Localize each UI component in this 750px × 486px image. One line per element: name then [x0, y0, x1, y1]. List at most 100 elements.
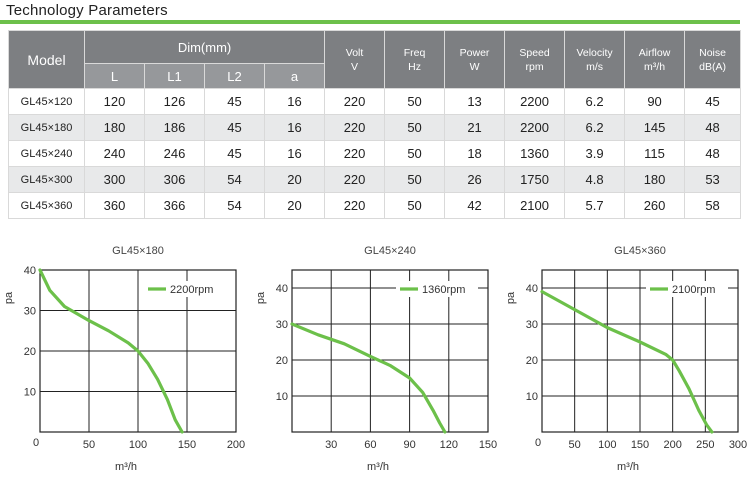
legend-label: 1360rpm	[422, 284, 465, 296]
heading-underline	[0, 20, 740, 24]
chart-gl45-360: GL45×360 50 100 150 200 250 300 0 10 20 30 40 m³/h pa…	[502, 236, 750, 476]
row-value: 3.9	[564, 140, 626, 167]
x-tick-label: 300	[729, 439, 747, 451]
chart-title: GL45×240	[364, 245, 416, 257]
header-airflow: Airflow m³/h	[624, 30, 686, 89]
legend-bg	[646, 281, 728, 297]
plot-frame	[291, 269, 489, 433]
y-tick-label: 20	[276, 355, 288, 367]
row-model: GL45×180	[8, 114, 85, 141]
x-tick-label: 150	[631, 439, 649, 451]
row-value: 2200	[504, 114, 566, 141]
table-row: GL45×180 180 186 45 16 220 50 21 2200 6.2 145 48	[8, 114, 742, 141]
row-value: 20	[263, 192, 326, 219]
y-tick-label: 10	[276, 391, 288, 403]
row-value: 180	[624, 166, 686, 193]
row-value: 50	[384, 114, 446, 141]
row-model: GL45×240	[8, 140, 85, 167]
row-value: 4.8	[564, 166, 626, 193]
chart-svg: GL45×360 50 100 150 200 250 300 0 10 20 30 40 m³/h pa…	[505, 245, 747, 473]
header-dim: Dim(mm)	[83, 30, 326, 64]
row-value: 360	[84, 192, 145, 219]
row-value: 54	[204, 192, 265, 219]
row-value: 48	[684, 140, 742, 167]
row-model: GL45×300	[8, 166, 85, 193]
table-body: GL45×120 120 126 45 16 220 50 13 2200 6.2 90 45 GL45…	[8, 88, 742, 219]
row-value: 220	[324, 192, 386, 219]
y-tick-label: 10	[24, 387, 36, 399]
x-axis-label: m³/h	[115, 461, 137, 473]
row-value: 120	[84, 88, 145, 115]
y-tick-label: 40	[24, 265, 36, 277]
x-tick-label: 50	[569, 439, 581, 451]
row-model: GL45×360	[8, 192, 85, 219]
legend-bg	[396, 281, 478, 297]
legend-label: 2100rpm	[672, 284, 715, 296]
row-value: 45	[684, 88, 742, 115]
x-tick-label: 100	[129, 439, 147, 451]
header-freq: Freq Hz	[384, 30, 446, 89]
row-value: 16	[263, 140, 326, 167]
x-tick-label: 250	[696, 439, 714, 451]
y-tick-label: 40	[276, 283, 288, 295]
parameters-table: Model Dim(mm) Volt V Freq Hz Power W Speed r…	[8, 30, 742, 219]
x-tick-label: 150	[479, 439, 497, 451]
y-tick-label: 30	[526, 319, 538, 331]
header-dim-l1: L1	[144, 63, 205, 89]
chart-gl45-240: GL45×240 30 60 90 120 150 10 20 30 40 m³/h pa 1360rp…	[252, 236, 500, 476]
row-value: 50	[384, 192, 446, 219]
row-value: 145	[624, 114, 686, 141]
x-origin-label: 0	[535, 437, 541, 449]
x-axis-label: m³/h	[617, 461, 639, 473]
row-value: 220	[324, 166, 386, 193]
y-tick-label: 30	[276, 319, 288, 331]
chart-svg: GL45×180 50 100 150 200 0 10 20 30 40 m³/h pa 2200rp…	[3, 245, 245, 473]
row-value: 306	[144, 166, 205, 193]
row-value: 58	[684, 192, 742, 219]
y-tick-label: 40	[526, 283, 538, 295]
row-value: 2200	[504, 88, 566, 115]
chart-gl45-180: GL45×180 50 100 150 200 0 10 20 30 40 m³/h pa 2200rp…	[0, 236, 248, 476]
x-tick-label: 200	[227, 439, 245, 451]
row-value: 21	[444, 114, 506, 141]
plot-frame	[39, 269, 237, 433]
row-value: 220	[324, 88, 386, 115]
y-tick-label: 10	[526, 391, 538, 403]
row-value: 5.7	[564, 192, 626, 219]
x-tick-label: 90	[403, 439, 415, 451]
chart-title: GL45×180	[112, 245, 164, 257]
row-value: 300	[84, 166, 145, 193]
row-value: 246	[144, 140, 205, 167]
table-row: GL45×240 240 246 45 16 220 50 18 1360 3.9 115 48	[8, 140, 742, 167]
row-value: 26	[444, 166, 506, 193]
header-volt: Volt V	[324, 30, 386, 89]
row-value: 45	[204, 88, 265, 115]
row-value: 50	[384, 166, 446, 193]
row-value: 115	[624, 140, 686, 167]
row-value: 45	[204, 114, 265, 141]
row-value: 50	[384, 88, 446, 115]
row-value: 53	[684, 166, 742, 193]
y-tick-label: 20	[24, 346, 36, 358]
row-value: 180	[84, 114, 145, 141]
row-model: GL45×120	[8, 88, 85, 115]
plot-frame	[541, 269, 739, 433]
x-origin-label: 0	[33, 437, 39, 449]
chart-title: GL45×360	[614, 245, 666, 257]
y-axis-label: pa	[505, 291, 517, 304]
row-value: 16	[263, 114, 326, 141]
row-value: 16	[263, 88, 326, 115]
row-value: 1360	[504, 140, 566, 167]
legend-bg	[144, 281, 226, 297]
row-value: 18	[444, 140, 506, 167]
x-tick-label: 120	[440, 439, 458, 451]
x-tick-label: 50	[83, 439, 95, 451]
row-value: 90	[624, 88, 686, 115]
row-value: 1750	[504, 166, 566, 193]
row-value: 13	[444, 88, 506, 115]
series-line	[540, 289, 714, 434]
header-noise: Noise dB(A)	[684, 30, 742, 89]
row-value: 54	[204, 166, 265, 193]
x-tick-label: 60	[364, 439, 376, 451]
x-axis-label: m³/h	[367, 461, 389, 473]
